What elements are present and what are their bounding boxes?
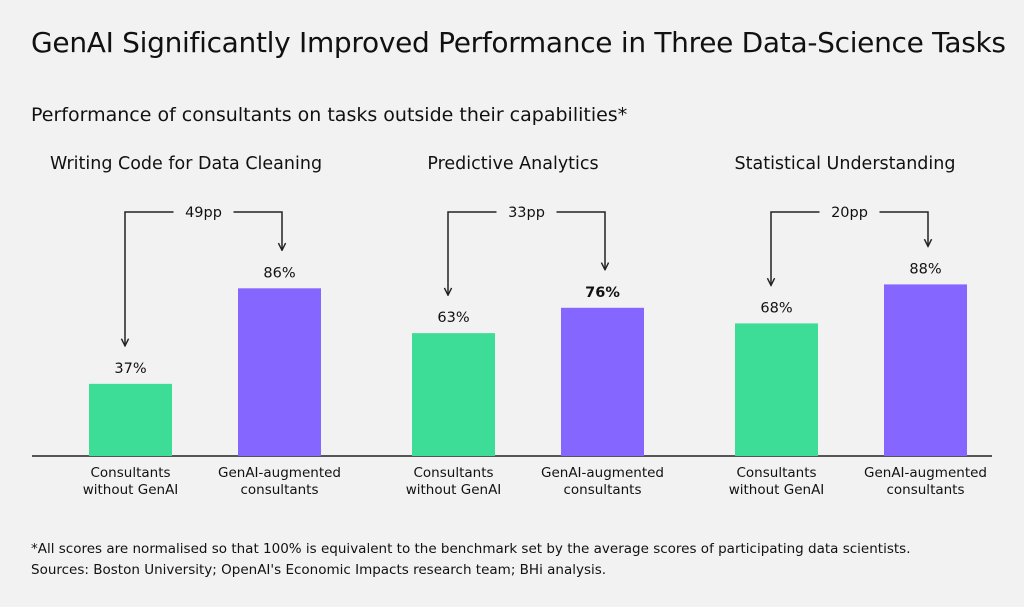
group-title-3: Statistical Understanding [735, 154, 956, 174]
chart-title: GenAI Significantly Improved Performance… [31, 26, 1006, 59]
diff-arrow-right-g2 [556, 211, 606, 270]
diff-arrow-left-g3 [771, 211, 820, 285]
footnote-sources: Sources: Boston University; OpenAI's Eco… [31, 562, 607, 578]
bar-g2-s2 [561, 307, 644, 456]
value-label-g2-s2: 76% [585, 285, 620, 301]
diff-label-g3: 20pp [831, 205, 868, 221]
group-title-2: Predictive Analytics [427, 154, 598, 174]
diff-label-g1: 49pp [185, 205, 222, 221]
value-label-g1-s2: 86% [263, 265, 295, 281]
value-label-g1-s1: 37% [114, 361, 146, 377]
diff-label-g2: 33pp [508, 205, 545, 221]
value-label-g3-s2: 88% [909, 261, 941, 277]
category-label-g3-s1-line2: without GenAI [729, 482, 825, 498]
bar-g1-s1 [89, 383, 172, 456]
diff-arrow-right-g3 [879, 211, 929, 246]
bar-g3-s1 [735, 323, 818, 456]
category-label-g1-s1-line2: without GenAI [83, 482, 179, 498]
footnote-normalisation: *All scores are normalised so that 100% … [31, 541, 911, 557]
category-label-g2-s1-line2: without GenAI [406, 482, 502, 498]
chart-subtitle: Performance of consultants on tasks outs… [31, 104, 628, 126]
diff-arrow-left-g1 [125, 211, 174, 346]
bar-g2-s1 [412, 333, 495, 456]
diff-arrow-right-g1 [233, 211, 283, 250]
category-label-g2-s2-line1: GenAI-augmented [541, 465, 664, 481]
value-label-g2-s1: 63% [437, 310, 469, 326]
category-label-g1-s1-line1: Consultants [90, 465, 170, 481]
category-label-g3-s2-line2: consultants [886, 482, 964, 498]
category-label-g1-s2-line1: GenAI-augmented [218, 465, 341, 481]
bar-g1-s2 [238, 288, 321, 456]
diff-arrow-left-g2 [448, 211, 497, 295]
category-label-g2-s1-line1: Consultants [413, 465, 493, 481]
group-title-1: Writing Code for Data Cleaning [50, 154, 322, 174]
category-label-g1-s2-line2: consultants [240, 482, 318, 498]
bar-g3-s2 [884, 284, 967, 456]
category-label-g2-s2-line2: consultants [563, 482, 641, 498]
category-label-g3-s1-line1: Consultants [736, 465, 816, 481]
category-label-g3-s2-line1: GenAI-augmented [864, 465, 987, 481]
value-label-g3-s1: 68% [760, 300, 792, 316]
